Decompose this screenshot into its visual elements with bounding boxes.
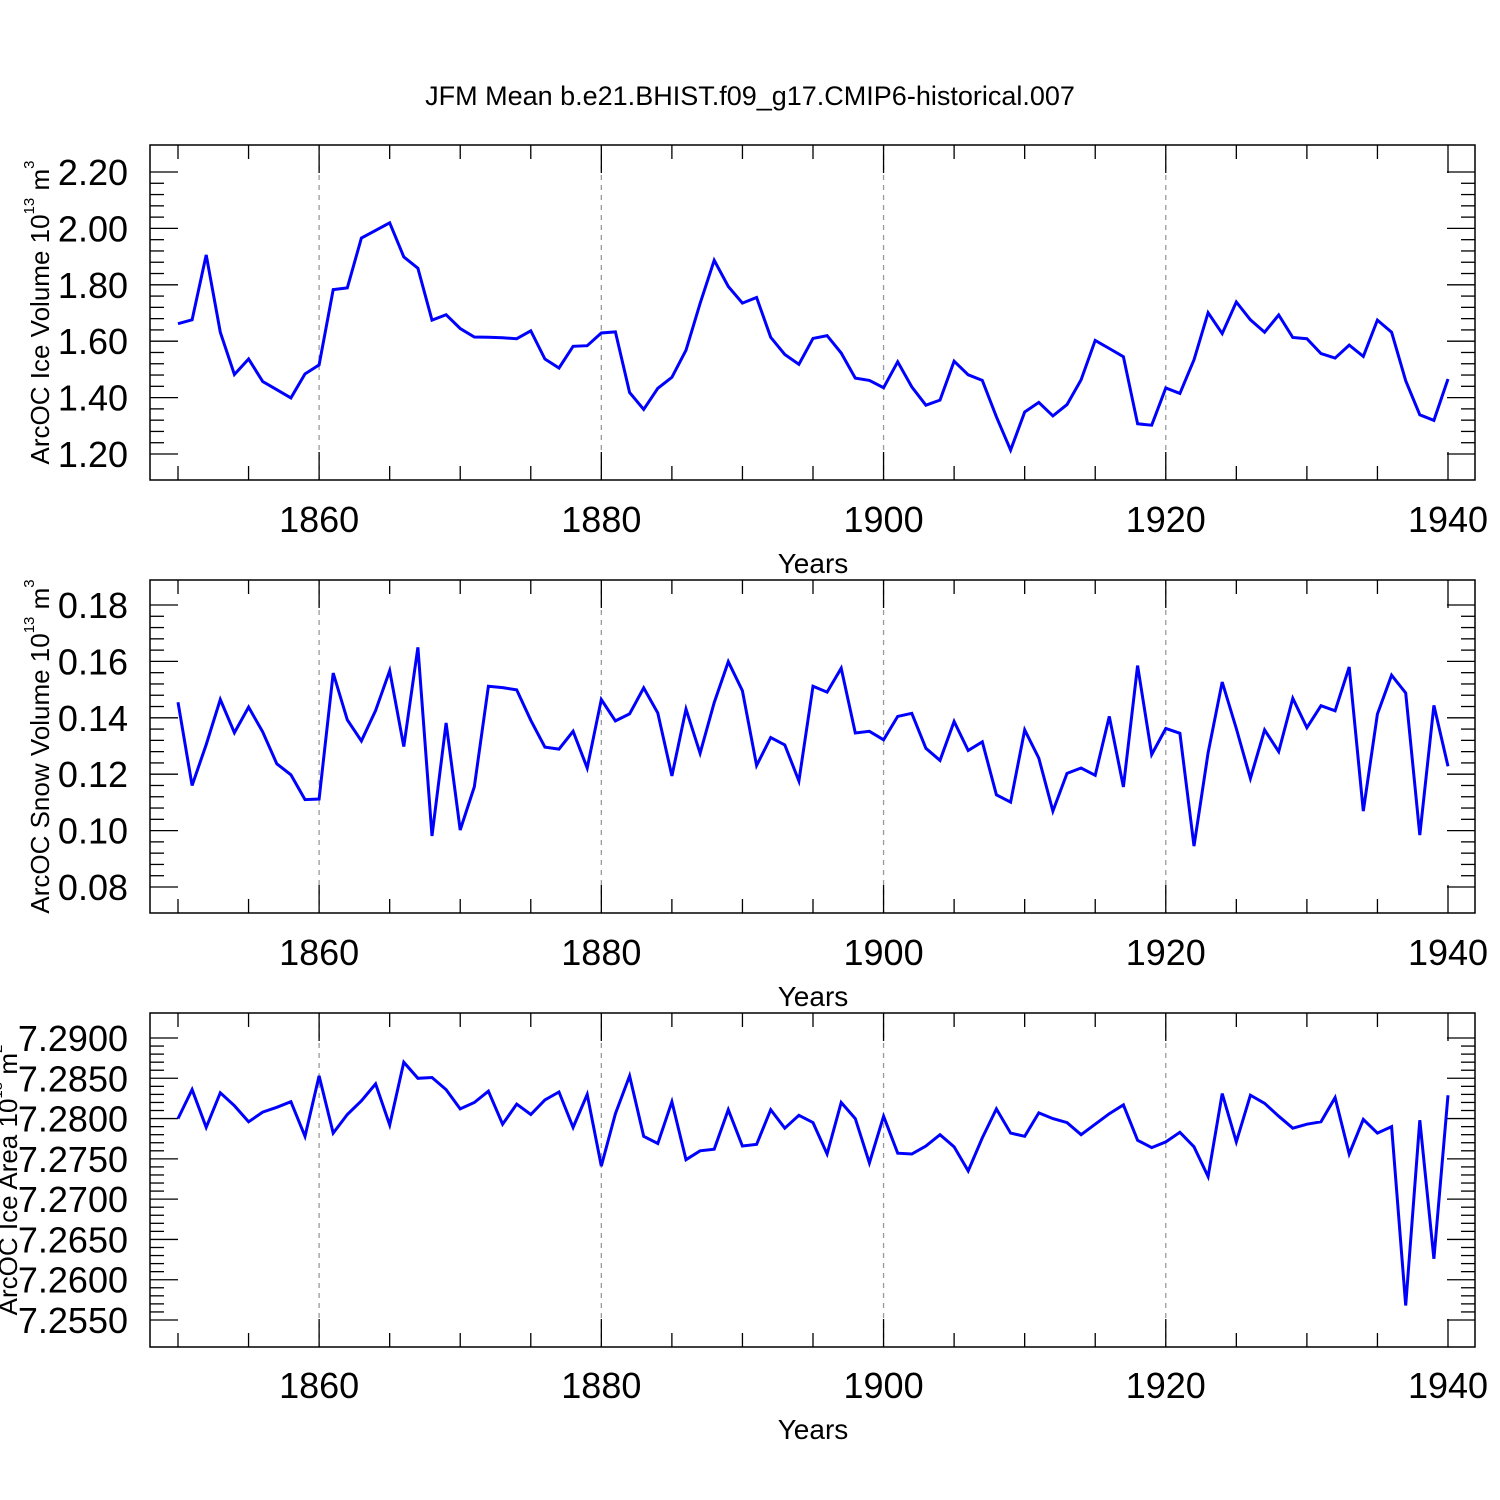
x-tick-label: 1920	[1126, 499, 1206, 540]
y-tick-label: 0.18	[58, 585, 128, 626]
y-axis-title-unit-exponent: 2	[0, 1045, 6, 1053]
x-tick-label: 1860	[279, 932, 359, 973]
y-tick-label: 7.2550	[18, 1300, 128, 1341]
y-tick-label: 1.20	[58, 434, 128, 475]
y-axis-title: ArcOC Ice Volume 1013 m3	[21, 161, 55, 465]
y-axis-title: ArcOC Snow Volume 1013 m3	[21, 579, 55, 913]
x-tick-label: 1900	[844, 932, 924, 973]
x-axis-title: Years	[778, 548, 849, 579]
y-axis-title: ArcOC Ice Area 1013 m2	[0, 1045, 23, 1316]
x-tick-label: 1940	[1408, 499, 1488, 540]
y-axis-title-unit-exponent: 3	[21, 161, 38, 169]
y-tick-label: 1.40	[58, 378, 128, 419]
y-tick-label: 2.00	[58, 208, 128, 249]
x-axis-title: Years	[778, 1414, 849, 1445]
y-tick-label: 0.10	[58, 811, 128, 852]
x-tick-label: 1880	[561, 932, 641, 973]
x-tick-label: 1920	[1126, 932, 1206, 973]
y-tick-label: 7.2650	[18, 1219, 128, 1260]
y-tick-label: 2.20	[58, 152, 128, 193]
y-tick-label: 7.2800	[18, 1099, 128, 1140]
x-tick-label: 1920	[1126, 1365, 1206, 1406]
x-tick-label: 1900	[844, 499, 924, 540]
panel-snow-volume: 0.08 0.10 0.12 0.14 0.16 0.18 1860 1880 1900 1920…	[21, 579, 1488, 1012]
series-line-ice-area	[176, 1058, 1450, 1306]
y-tick-label: 7.2750	[18, 1139, 128, 1180]
y-tick-label: 0.12	[58, 754, 128, 795]
x-tick-label: 1880	[561, 499, 641, 540]
y-axis-title-unit-exponent: 3	[21, 579, 38, 587]
y-axis-title-main: ArcOC Ice Volume 10	[25, 214, 55, 464]
x-tick-label: 1940	[1408, 1365, 1488, 1406]
y-tick-label: 0.16	[58, 641, 128, 682]
series-line-snow-volume	[176, 647, 1450, 847]
x-tick-label: 1940	[1408, 932, 1488, 973]
series-line-ice-volume	[177, 220, 1450, 455]
y-tick-label: 1.60	[58, 321, 128, 362]
y-axis-title-main: ArcOC Ice Area 10	[0, 1099, 23, 1316]
x-tick-label: 1860	[279, 499, 359, 540]
y-axis-title-unit: m	[0, 1053, 23, 1082]
y-tick-label: 7.2850	[18, 1058, 128, 1099]
panel-ice-area: 7.25507.26007.26507.27007.27507.28007.28…	[0, 1012, 1488, 1445]
panels: 1.20 1.40 1.60 1.80 2.00 2.20 1860 1880 1900 1920…	[0, 144, 1488, 1445]
y-axis-title-main: ArcOC Snow Volume 10	[25, 633, 55, 913]
y-tick-label: 1.80	[58, 265, 128, 306]
figure-title: JFM Mean b.e21.BHIST.f09_g17.CMIP6-histo…	[425, 81, 1075, 111]
y-axis-title-exponent: 13	[21, 198, 38, 215]
panel-ice-volume: 1.20 1.40 1.60 1.80 2.00 2.20 1860 1880 1900 1920…	[21, 144, 1488, 579]
y-axis-title-unit: m	[25, 169, 55, 198]
y-tick-label: 7.2900	[18, 1018, 128, 1059]
x-tick-label: 1900	[844, 1365, 924, 1406]
x-tick-label: 1880	[561, 1365, 641, 1406]
y-tick-label: 0.08	[58, 867, 128, 908]
y-axis-title-exponent: 13	[0, 1082, 6, 1099]
y-axis-title-unit: m	[25, 588, 55, 617]
y-tick-label: 7.2700	[18, 1179, 128, 1220]
x-tick-label: 1860	[279, 1365, 359, 1406]
y-tick-label: 7.2600	[18, 1260, 128, 1301]
y-axis-title-exponent: 13	[21, 617, 38, 634]
y-tick-label: 0.14	[58, 698, 128, 739]
x-axis-title: Years	[778, 981, 849, 1012]
